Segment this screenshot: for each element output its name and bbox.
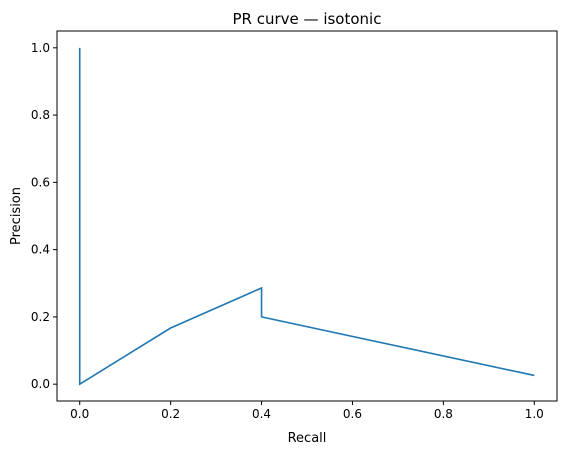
x-tick-label: 0.6: [343, 407, 362, 421]
x-tick-label: 0.2: [161, 407, 180, 421]
x-tick-label: 0.0: [70, 407, 89, 421]
y-tick-label: 0.8: [31, 108, 50, 122]
x-axis-label: Recall: [288, 431, 327, 446]
y-tick-label: 0.4: [31, 243, 50, 257]
series-group: [78, 47, 535, 386]
y-axis-ticks: 0.0 0.2 0.4 0.6 0.8 1.0: [31, 41, 57, 391]
chart-title: PR curve — isotonic: [233, 10, 382, 28]
plot-area: [56, 30, 558, 402]
x-tick-label: 1.0: [525, 407, 544, 421]
y-axis-label: Precision: [9, 187, 24, 245]
x-axis-ticks: 0.0 0.2 0.4 0.6 0.8 1.0: [70, 401, 544, 421]
y-tick-label: 1.0: [31, 41, 50, 55]
y-tick-label: 0.2: [31, 310, 50, 324]
y-tick-label: 0.6: [31, 175, 50, 189]
x-tick-label: 0.4: [252, 407, 271, 421]
x-tick-label: 0.8: [434, 407, 453, 421]
y-tick-label: 0.0: [31, 377, 50, 391]
pr-curve-line: [78, 47, 535, 386]
